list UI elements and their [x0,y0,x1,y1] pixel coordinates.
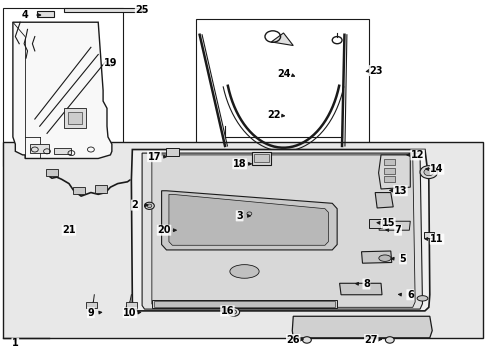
FancyBboxPatch shape [46,169,58,176]
Text: 9: 9 [87,308,94,318]
FancyBboxPatch shape [68,112,81,125]
Ellipse shape [378,255,390,261]
Polygon shape [339,283,381,295]
Circle shape [385,337,393,343]
Polygon shape [361,251,391,263]
Text: 20: 20 [157,225,170,235]
Text: 5: 5 [399,254,406,264]
FancyBboxPatch shape [73,187,84,194]
Circle shape [246,212,251,216]
Circle shape [423,168,433,176]
Polygon shape [378,221,409,230]
Text: 24: 24 [276,69,290,79]
Text: 22: 22 [266,111,280,121]
Circle shape [147,204,152,208]
FancyBboxPatch shape [368,219,382,228]
Circle shape [230,310,236,314]
Text: 19: 19 [103,58,117,68]
Polygon shape [161,191,336,250]
FancyBboxPatch shape [383,168,394,174]
Text: 4: 4 [21,10,28,20]
Text: 27: 27 [364,334,377,345]
FancyBboxPatch shape [64,108,86,128]
Circle shape [227,308,239,316]
Polygon shape [378,155,409,189]
Ellipse shape [416,296,427,301]
Text: 15: 15 [381,218,394,228]
Text: 23: 23 [368,66,382,76]
Text: 21: 21 [62,225,76,235]
FancyBboxPatch shape [86,302,97,308]
FancyBboxPatch shape [166,148,178,156]
FancyBboxPatch shape [383,159,394,165]
Text: 25: 25 [135,5,148,15]
Circle shape [144,202,154,210]
Text: 3: 3 [236,211,243,221]
Polygon shape [292,316,431,338]
FancyBboxPatch shape [254,154,268,162]
FancyBboxPatch shape [3,8,122,166]
Text: 7: 7 [394,225,401,235]
FancyBboxPatch shape [54,148,71,154]
Text: 17: 17 [147,152,161,162]
FancyBboxPatch shape [64,8,144,12]
Text: 12: 12 [410,150,424,160]
FancyBboxPatch shape [152,300,336,308]
FancyBboxPatch shape [154,301,334,307]
FancyBboxPatch shape [195,19,368,144]
Polygon shape [152,155,414,307]
Text: 18: 18 [232,159,246,169]
Text: 11: 11 [429,234,443,244]
Text: 1: 1 [12,338,19,348]
Circle shape [244,210,254,217]
Text: 14: 14 [429,164,443,174]
FancyBboxPatch shape [95,185,106,193]
Text: 13: 13 [393,186,407,196]
Ellipse shape [229,265,259,278]
Text: 16: 16 [220,306,234,316]
Text: 2: 2 [131,200,138,210]
FancyBboxPatch shape [171,221,188,238]
Polygon shape [13,22,112,158]
Text: 6: 6 [406,290,413,300]
FancyBboxPatch shape [3,142,483,338]
FancyBboxPatch shape [383,176,394,182]
Text: 10: 10 [123,308,136,318]
Polygon shape [271,33,293,45]
FancyBboxPatch shape [423,232,433,238]
Polygon shape [374,193,392,208]
FancyBboxPatch shape [37,11,54,17]
Circle shape [419,166,437,179]
Text: 26: 26 [286,334,300,345]
FancyBboxPatch shape [126,302,137,308]
Polygon shape [142,153,422,309]
Text: 8: 8 [362,279,369,289]
FancyBboxPatch shape [251,152,271,165]
Polygon shape [168,194,328,245]
Polygon shape [131,149,429,311]
FancyBboxPatch shape [30,144,49,153]
Circle shape [302,337,311,343]
